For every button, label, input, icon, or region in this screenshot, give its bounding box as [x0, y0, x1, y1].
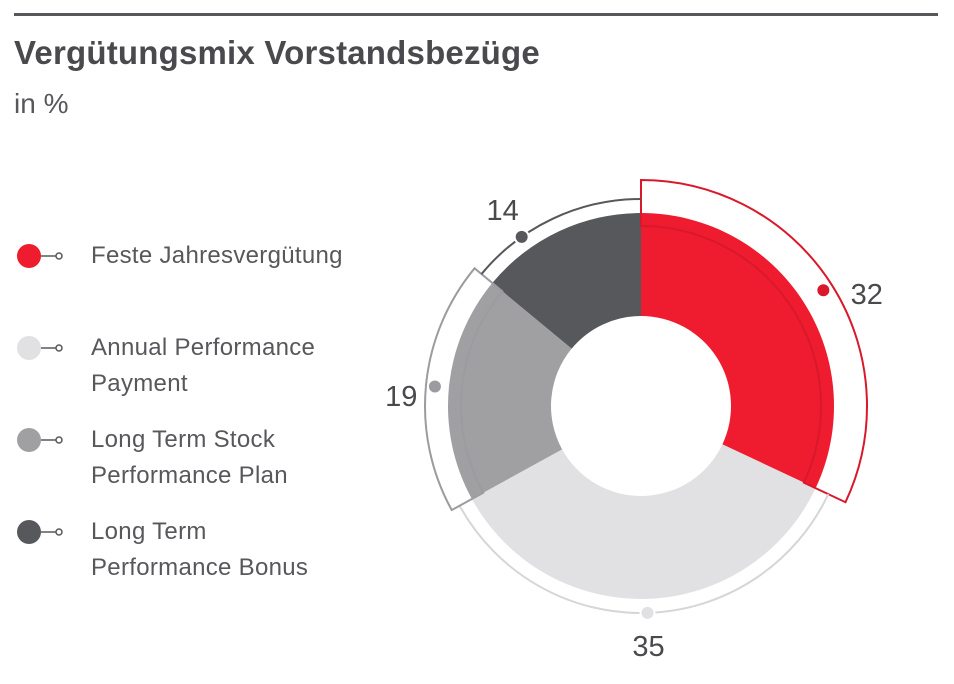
top-rule [14, 13, 938, 16]
donut-chart: 32 35 19 14 [385, 178, 883, 663]
legend-label-long-term-performance-bonus: Long Term Performance Bonus [91, 514, 391, 586]
value-label-annual-performance-payment: 35 [632, 631, 664, 663]
legend-item-long-term-stock-performance-plan: Long Term Stock Performance Plan [16, 422, 386, 514]
legend-item-annual-performance-payment: Annual Performance Payment [16, 330, 386, 422]
donut-marker-dot-feste-jahresverguetung [815, 282, 832, 299]
legend-label-long-term-stock-performance-plan: Long Term Stock Performance Plan [91, 422, 391, 494]
legend-marker-long-term-performance-bonus [17, 520, 63, 544]
legend-label-annual-performance-payment: Annual Performance Payment [91, 330, 391, 402]
legend-marker-long-term-stock-performance-plan [17, 428, 63, 452]
legend-label-line: Performance Bonus [91, 554, 309, 581]
value-label-feste-jahresverguetung: 32 [851, 279, 883, 311]
chart-subtitle: in % [14, 88, 69, 119]
donut-marker-dot-long-term-stock-performance-plan [426, 378, 443, 395]
donut-slice-long-term-performance-bonus [492, 213, 641, 349]
donut-slice-long-term-stock-performance-plan [448, 282, 572, 499]
legend-item-long-term-performance-bonus: Long Term Performance Bonus [16, 514, 386, 606]
legend: Feste Jahresvergütung Annual Performance P… [16, 238, 386, 606]
value-label-long-term-stock-performance-plan: 19 [385, 381, 417, 413]
legend-label-line: Long Term Stock [91, 426, 276, 453]
legend-label-line: Feste Jahresvergütung [91, 242, 343, 269]
legend-label-line: Long Term [91, 518, 207, 545]
legend-label-line: Annual Performance [91, 334, 316, 361]
donut-outer-arc-long-term-performance-bonus [480, 198, 642, 275]
value-label-long-term-performance-bonus: 14 [487, 195, 519, 227]
legend-marker-annual-performance-payment [17, 336, 63, 360]
donut-slice-annual-performance-payment [471, 444, 816, 599]
legend-item-feste-jahresverguetung: Feste Jahresvergütung [16, 238, 386, 330]
legend-label-line: Payment [91, 370, 188, 397]
chart-title: Vergütungsmix Vorstandsbezüge [14, 34, 540, 71]
donut-outline-feste-jahresverguetung [640, 178, 868, 504]
donut-marker-dot-annual-performance-payment [639, 604, 656, 621]
legend-label-feste-jahresverguetung: Feste Jahresvergütung [91, 238, 391, 274]
legend-marker-feste-jahresverguetung [17, 244, 63, 268]
legend-label-line: Performance Plan [91, 462, 288, 489]
donut-outline-long-term-stock-performance-plan [424, 266, 504, 512]
donut-marker-dot-long-term-performance-bonus [513, 228, 530, 245]
donut-slice-feste-jahresverguetung [641, 213, 834, 489]
